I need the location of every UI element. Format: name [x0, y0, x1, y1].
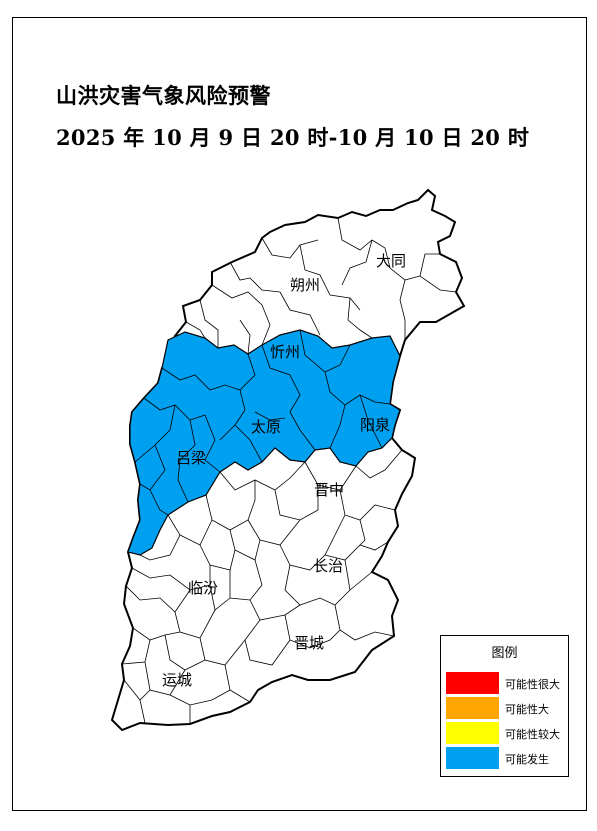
legend-label: 可能性大	[505, 703, 549, 716]
legend-swatch-orange	[446, 697, 499, 719]
warning-region-possible	[127, 329, 401, 556]
city-label-lvliang: 吕梁	[176, 449, 206, 467]
legend: 图例 可能性很大 可能性大 可能性较大 可能发生	[440, 635, 569, 777]
city-label-linfen: 临汾	[188, 579, 218, 597]
city-label-datong: 大同	[376, 252, 406, 270]
legend-label: 可能发生	[505, 753, 549, 766]
city-label-yuncheng: 运城	[162, 671, 192, 689]
map-title: 山洪灾害气象风险预警	[56, 83, 271, 108]
city-label-jincheng: 晋城	[294, 634, 324, 652]
legend-swatch-yellow	[446, 722, 499, 744]
city-label-xinzhou: 忻州	[270, 343, 300, 361]
city-label-taiyuan: 太原	[251, 418, 281, 436]
time-range: 2025 年 10 月 9 日 20 时-10 月 10 日 20 时	[56, 125, 530, 150]
county-boundaries	[121, 217, 457, 724]
legend-item-very-likely: 可能性很大	[446, 672, 563, 694]
city-label-shuozhou: 朔州	[290, 276, 320, 294]
legend-item-possible: 可能发生	[446, 747, 563, 769]
legend-title: 图例	[491, 646, 518, 661]
city-label-changzhi: 长治	[313, 557, 343, 575]
legend-label: 可能性较大	[505, 728, 560, 741]
legend-label: 可能性很大	[505, 678, 560, 691]
legend-item-fairly-likely: 可能性较大	[446, 722, 563, 744]
city-label-jinzhong: 晋中	[314, 481, 344, 499]
legend-item-likely: 可能性大	[446, 697, 563, 719]
legend-swatch-blue	[446, 747, 499, 769]
city-label-yangquan: 阳泉	[360, 416, 390, 434]
legend-swatch-red	[446, 672, 499, 694]
